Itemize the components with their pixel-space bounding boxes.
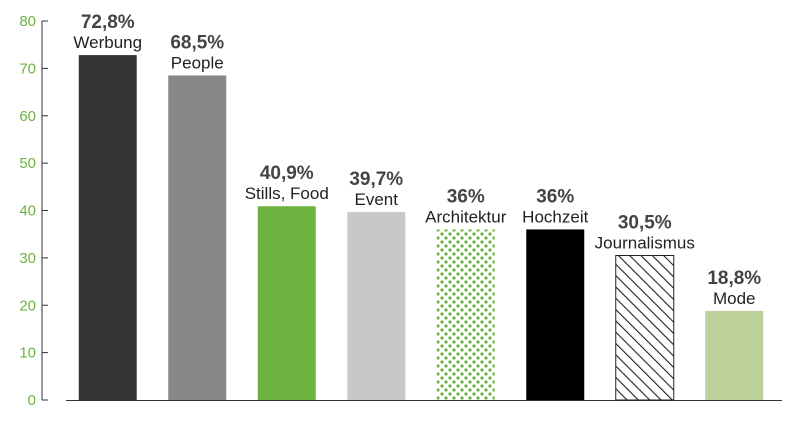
y-tick-label: 0 bbox=[28, 392, 36, 409]
value-label: 40,9% bbox=[260, 163, 314, 184]
y-tick-label: 70 bbox=[19, 60, 36, 77]
y-tick-label: 80 bbox=[19, 13, 36, 30]
y-tick-label: 30 bbox=[19, 250, 36, 267]
category-label: Hochzeit bbox=[522, 207, 588, 226]
bar-4 bbox=[347, 211, 406, 400]
axes: 0 10 20 30 40 50 60 70 80 bbox=[19, 13, 782, 409]
y-tick-label: 40 bbox=[19, 203, 36, 220]
bar-3 bbox=[257, 206, 316, 400]
labels: 72,8%Werbung 68,5%People 40,9%Stills, Food… bbox=[73, 12, 761, 308]
value-label: 39,7% bbox=[349, 169, 403, 190]
bar-7 bbox=[615, 255, 675, 401]
category-label: Mode bbox=[713, 289, 756, 308]
category-label: Werbung bbox=[73, 33, 142, 52]
bars bbox=[78, 55, 764, 401]
value-label: 72,8% bbox=[81, 12, 135, 33]
value-label: 30,5% bbox=[618, 213, 672, 234]
category-label: People bbox=[171, 53, 224, 72]
bar-6 bbox=[526, 229, 585, 400]
bar-1 bbox=[78, 55, 137, 401]
y-tick-label: 20 bbox=[19, 297, 36, 314]
value-label: 36% bbox=[447, 186, 485, 207]
category-label: Journalismus bbox=[595, 234, 695, 253]
category-label: Event bbox=[355, 190, 399, 209]
bar-5 bbox=[436, 229, 495, 400]
y-tick-label: 60 bbox=[19, 108, 36, 125]
category-label: Architektur bbox=[425, 207, 507, 226]
bar-2 bbox=[168, 75, 227, 400]
y-tick-label: 10 bbox=[19, 345, 36, 362]
category-label: Stills, Food bbox=[245, 184, 329, 203]
value-label: 68,5% bbox=[170, 32, 224, 53]
value-label: 18,8% bbox=[707, 268, 761, 289]
y-tick-label: 50 bbox=[19, 155, 36, 172]
value-label: 36% bbox=[536, 186, 574, 207]
bar-8 bbox=[705, 310, 764, 400]
